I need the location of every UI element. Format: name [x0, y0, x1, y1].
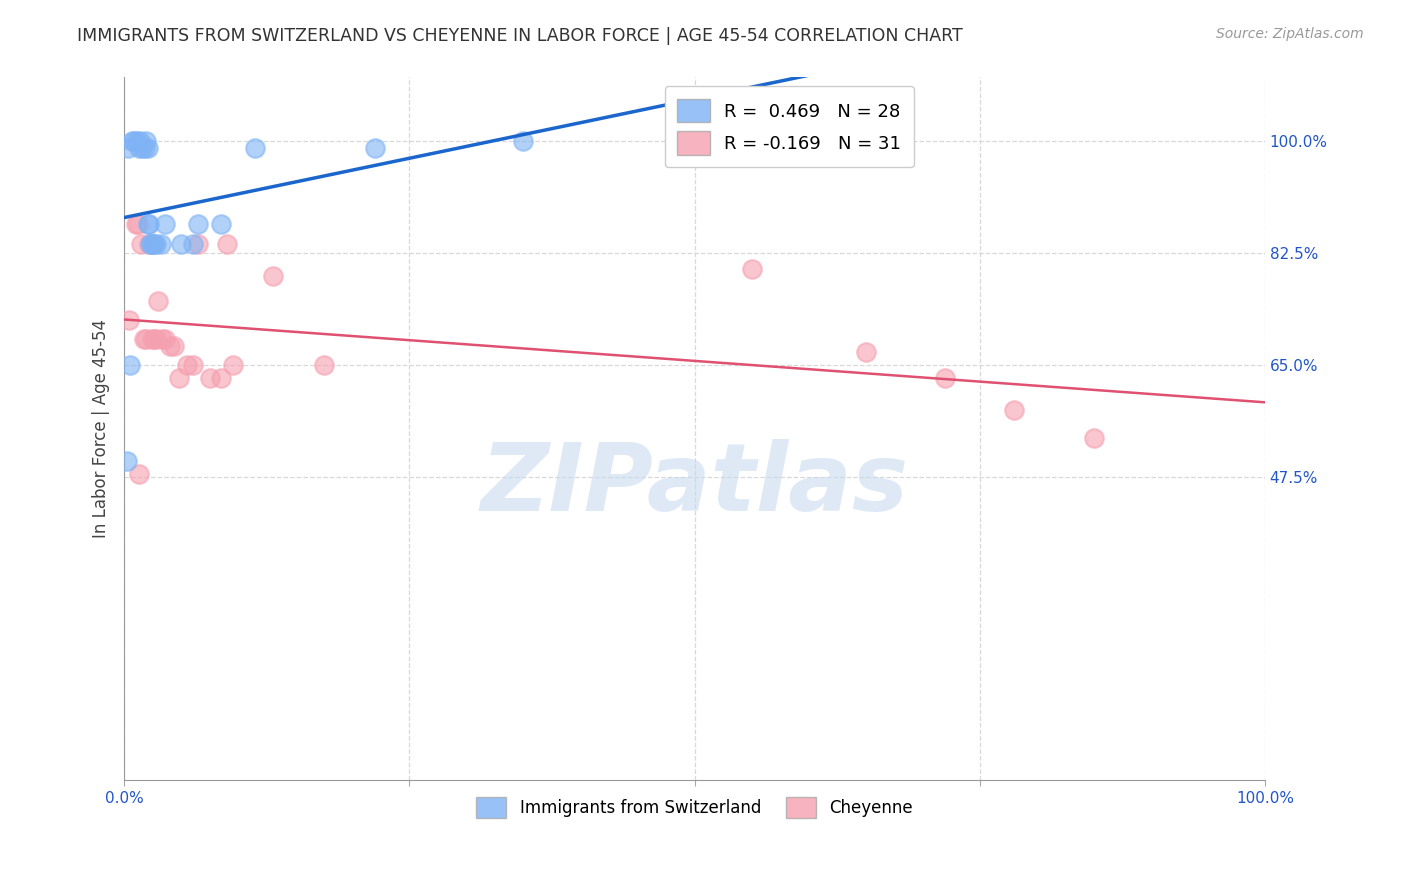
- Point: [209, 218, 232, 232]
- Point: [148, 294, 170, 309]
- Point: [155, 333, 177, 347]
- Point: [167, 370, 190, 384]
- Point: [181, 358, 204, 372]
- Point: [128, 141, 150, 155]
- Point: [132, 333, 155, 347]
- Point: [364, 141, 387, 155]
- Point: [1002, 402, 1025, 417]
- Point: [138, 236, 160, 251]
- Point: [198, 370, 221, 384]
- Point: [121, 134, 143, 148]
- Point: [125, 134, 148, 148]
- Point: [176, 358, 198, 372]
- Point: [128, 467, 150, 481]
- Point: [118, 313, 141, 327]
- Point: [127, 218, 149, 232]
- Point: [142, 236, 165, 251]
- Point: [139, 236, 162, 251]
- Point: [145, 236, 167, 251]
- Point: [262, 268, 284, 283]
- Point: [124, 134, 146, 148]
- Point: [135, 134, 157, 148]
- Point: [163, 339, 186, 353]
- Point: [131, 236, 153, 251]
- Point: [129, 134, 152, 148]
- Point: [131, 141, 153, 155]
- Point: [141, 236, 163, 251]
- Point: [142, 236, 165, 251]
- Y-axis label: In Labor Force | Age 45-54: In Labor Force | Age 45-54: [93, 319, 110, 539]
- Point: [149, 236, 172, 251]
- Point: [142, 333, 165, 347]
- Point: [245, 141, 267, 155]
- Text: ZIPatlas: ZIPatlas: [481, 439, 908, 531]
- Point: [741, 262, 763, 277]
- Point: [855, 345, 877, 359]
- Point: [115, 454, 138, 468]
- Text: Source: ZipAtlas.com: Source: ZipAtlas.com: [1216, 27, 1364, 41]
- Point: [170, 236, 193, 251]
- Point: [221, 358, 243, 372]
- Point: [181, 236, 204, 251]
- Point: [150, 333, 173, 347]
- Point: [134, 141, 156, 155]
- Point: [312, 358, 335, 372]
- Point: [215, 236, 238, 251]
- Point: [159, 339, 181, 353]
- Point: [135, 333, 157, 347]
- Point: [138, 218, 160, 232]
- Point: [512, 134, 534, 148]
- Point: [124, 218, 146, 232]
- Point: [209, 370, 232, 384]
- Point: [155, 218, 177, 232]
- Point: [136, 218, 159, 232]
- Point: [187, 236, 209, 251]
- Point: [141, 333, 163, 347]
- Point: [1083, 432, 1105, 446]
- Point: [117, 141, 139, 155]
- Legend: Immigrants from Switzerland, Cheyenne: Immigrants from Switzerland, Cheyenne: [470, 790, 920, 825]
- Point: [136, 141, 159, 155]
- Point: [118, 358, 141, 372]
- Text: IMMIGRANTS FROM SWITZERLAND VS CHEYENNE IN LABOR FORCE | AGE 45-54 CORRELATION C: IMMIGRANTS FROM SWITZERLAND VS CHEYENNE …: [77, 27, 963, 45]
- Point: [934, 370, 956, 384]
- Point: [187, 218, 209, 232]
- Point: [145, 333, 167, 347]
